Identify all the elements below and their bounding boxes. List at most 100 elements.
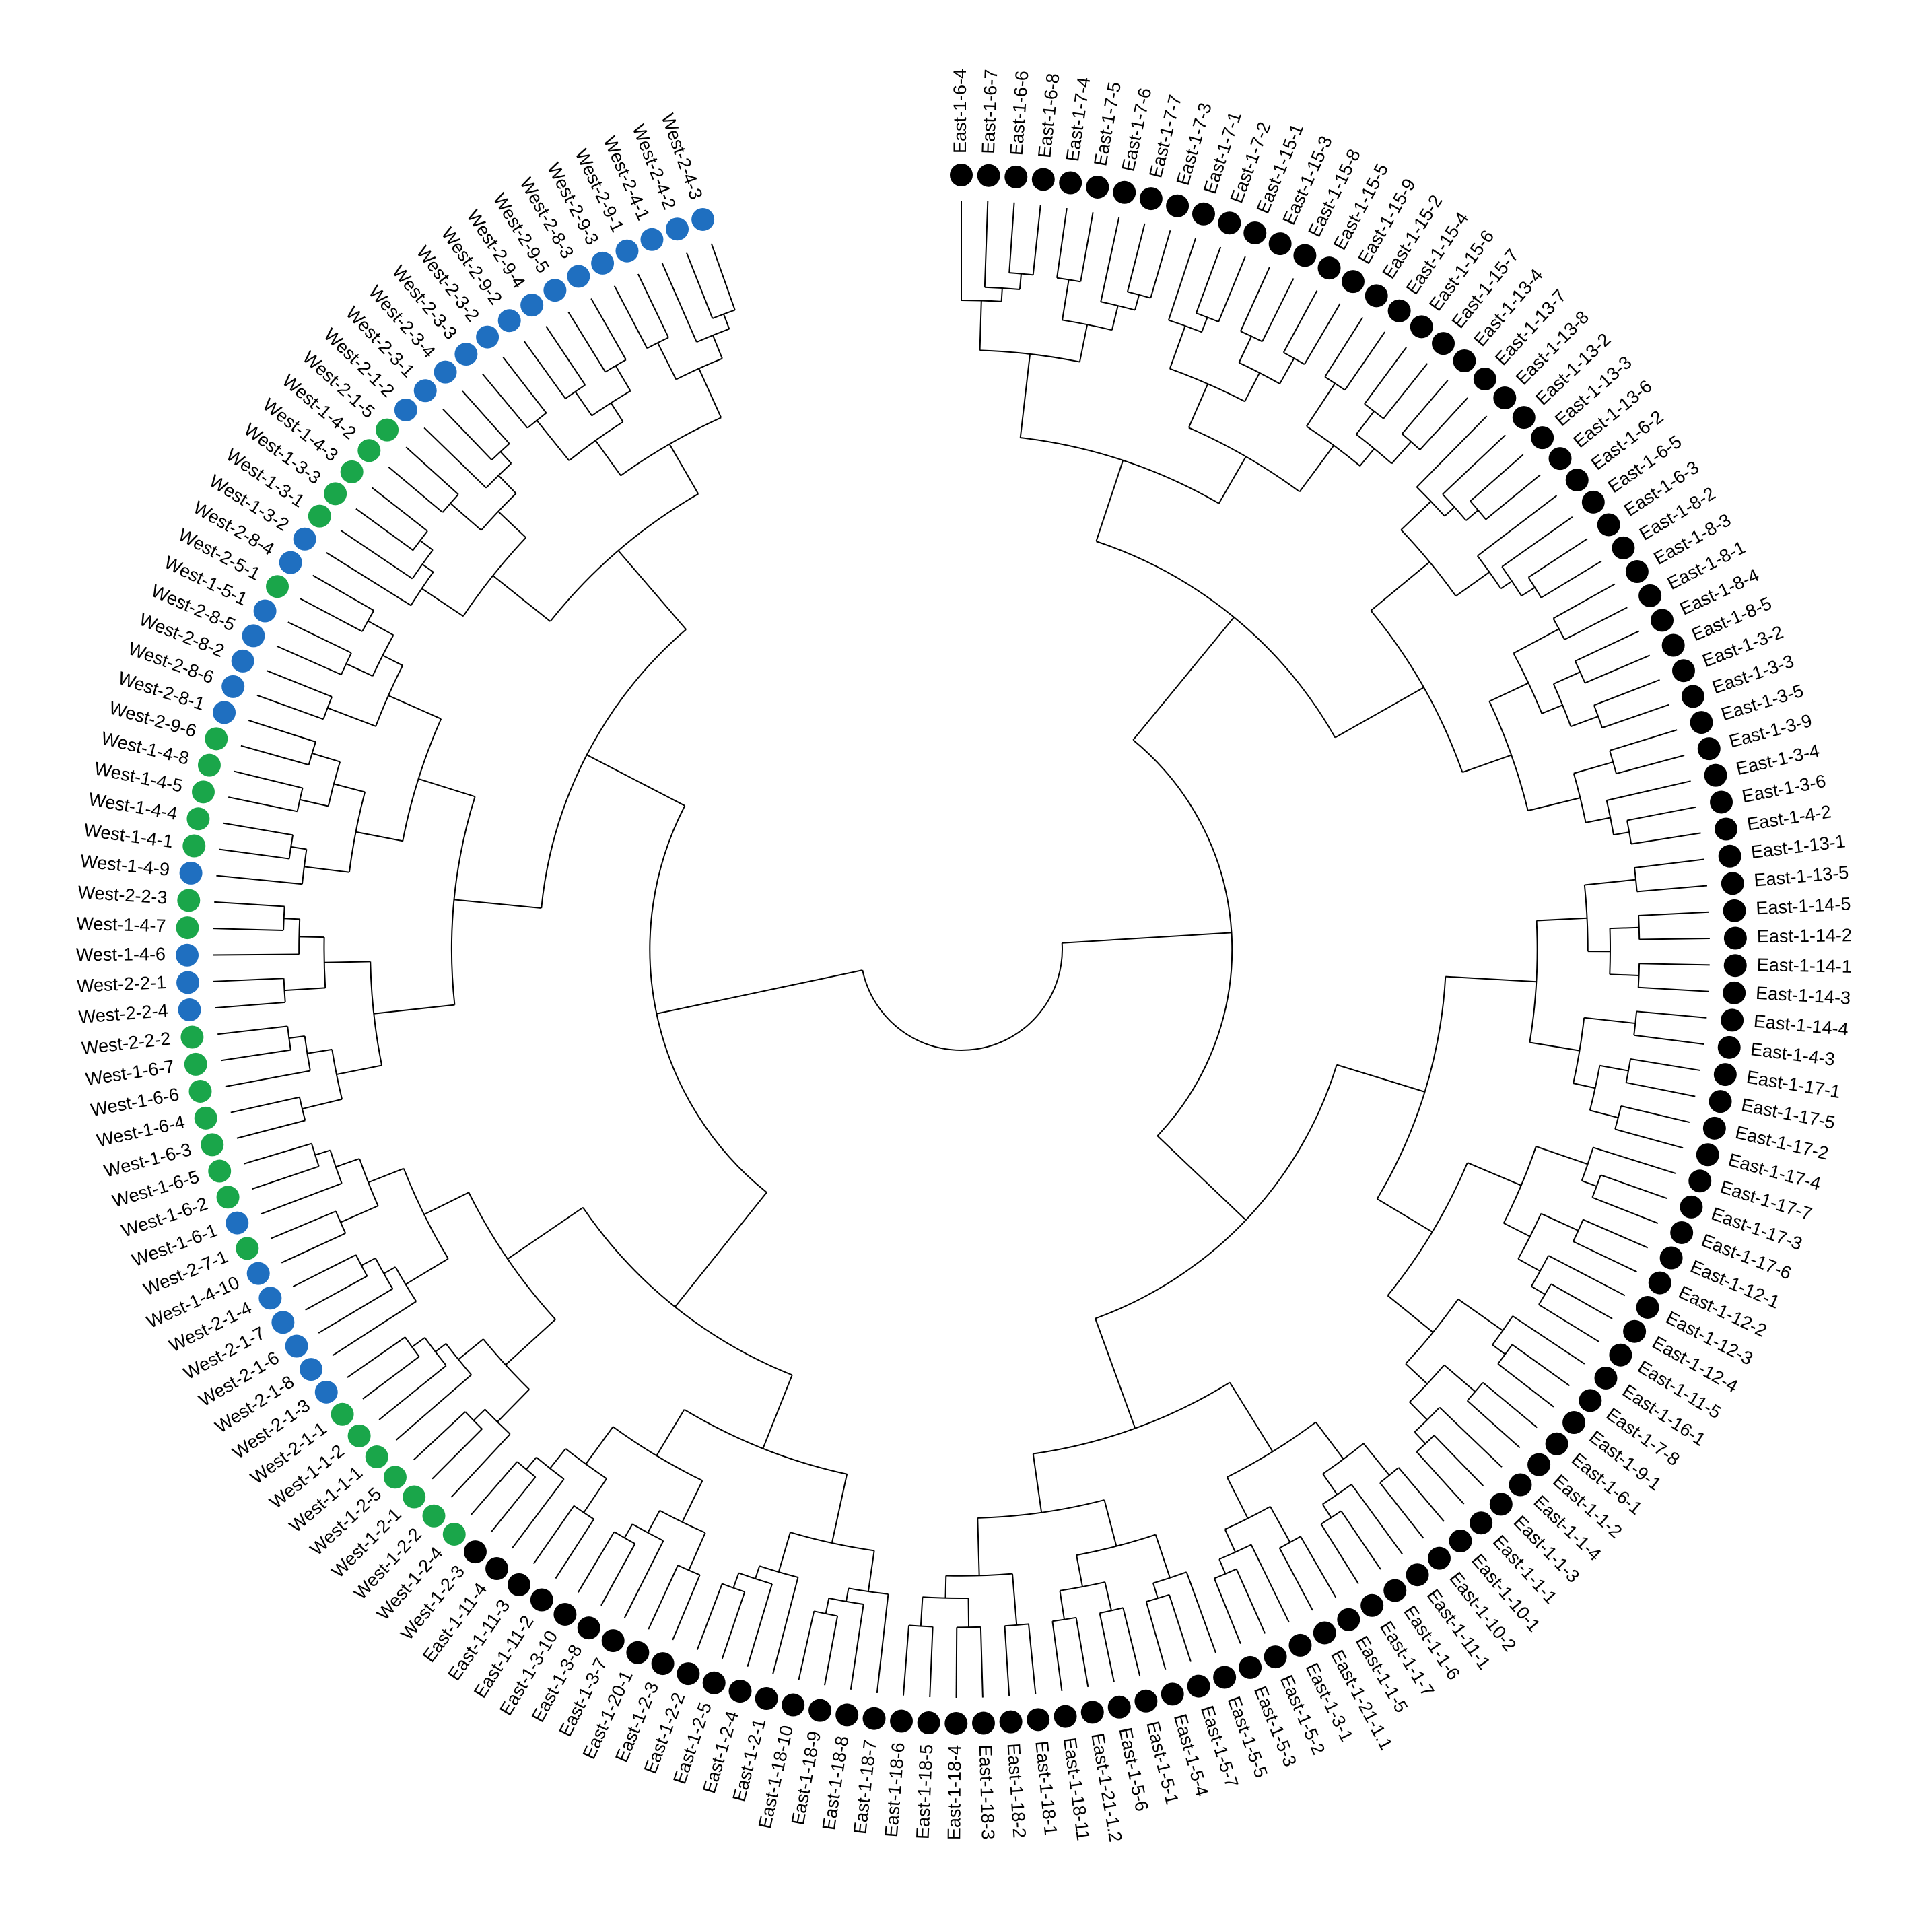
branch	[1132, 739, 1233, 1136]
leaf-marker	[520, 294, 544, 317]
branch	[1111, 305, 1119, 331]
branch	[1573, 761, 1614, 774]
branch	[291, 846, 307, 850]
leaf-marker	[253, 599, 277, 623]
branch	[1416, 486, 1445, 517]
branch	[526, 412, 547, 429]
leaf-marker	[205, 727, 228, 751]
leaf-marker	[497, 309, 521, 333]
leaf-marker	[1581, 490, 1605, 514]
branch	[615, 365, 631, 392]
branch	[656, 1409, 685, 1456]
branch	[1445, 975, 1537, 983]
branch	[1075, 1617, 1089, 1688]
leaf-marker	[242, 624, 265, 648]
leaf-marker	[403, 1485, 426, 1509]
leaf-label: East-1-3-6	[1740, 771, 1827, 807]
leaf-marker	[300, 1358, 323, 1381]
branch	[219, 848, 289, 860]
branch	[1517, 1258, 1541, 1272]
branch	[372, 634, 394, 677]
leaf-marker	[376, 418, 399, 442]
branch	[1529, 1041, 1580, 1052]
branch	[623, 1540, 664, 1618]
leaf-marker	[1713, 1063, 1737, 1087]
leaf-marker	[977, 164, 1000, 187]
branch	[1497, 1363, 1554, 1408]
branch	[1416, 1435, 1435, 1453]
branch	[623, 1523, 633, 1538]
branch	[648, 1565, 679, 1630]
branch	[1019, 273, 1022, 290]
branch	[1573, 1083, 1595, 1089]
branch	[1213, 1578, 1241, 1645]
branch	[1511, 1344, 1571, 1387]
branch	[322, 696, 333, 720]
branch	[1355, 411, 1375, 435]
leaf-label: East-1-14-1	[1756, 955, 1852, 977]
branch	[1527, 797, 1581, 812]
leaf-marker	[231, 649, 254, 673]
branch	[312, 574, 374, 611]
leaf-marker	[1565, 469, 1589, 492]
branch	[221, 1049, 291, 1062]
branch	[1145, 1601, 1167, 1670]
branch	[1584, 1017, 1636, 1025]
leaf-marker	[1341, 270, 1365, 294]
branch	[1419, 397, 1468, 450]
leaf-marker	[1387, 299, 1411, 322]
leaf-label: East-1-6-7	[978, 69, 1001, 154]
branch	[524, 341, 566, 399]
branch	[458, 1338, 484, 1361]
branch	[1592, 1196, 1659, 1224]
branch	[281, 1232, 346, 1264]
branch	[755, 1565, 761, 1579]
branch	[1250, 1544, 1290, 1623]
branch	[388, 695, 442, 720]
leaf-marker	[971, 1711, 995, 1735]
branch	[1538, 1304, 1599, 1342]
leaf-label: East-1-14-4	[1753, 1011, 1849, 1040]
branch	[283, 918, 300, 920]
branch	[876, 1593, 889, 1694]
leaf-marker	[246, 1262, 270, 1285]
branch	[248, 720, 316, 743]
branch	[600, 1543, 636, 1606]
branch	[1052, 1616, 1076, 1622]
branch	[1553, 671, 1581, 685]
leaf-label: East-1-18-2	[1004, 1742, 1030, 1839]
leaf-marker	[413, 379, 437, 403]
branch	[1492, 1344, 1506, 1355]
branch	[332, 1301, 417, 1357]
branch	[1485, 474, 1541, 520]
leaf-marker	[640, 228, 664, 251]
leaf-label: West-1-4-9	[79, 851, 170, 880]
branch	[568, 421, 624, 461]
leaf-marker	[755, 1687, 778, 1711]
branch	[1593, 679, 1660, 706]
leaf-label: East-1-18-6	[881, 1742, 909, 1838]
branch	[298, 919, 301, 955]
leaf-marker	[236, 1237, 259, 1260]
branch	[326, 552, 411, 607]
leaf-marker	[1648, 1271, 1671, 1295]
leaf-marker	[293, 527, 316, 551]
branch	[288, 835, 294, 859]
branch	[1639, 963, 1710, 966]
branch	[862, 942, 1064, 1051]
leaf-label: East-1-17-1	[1745, 1067, 1842, 1102]
branch	[1552, 618, 1566, 640]
branch	[256, 694, 324, 720]
branch	[647, 1510, 660, 1534]
branch	[512, 1478, 565, 1549]
branch	[1168, 1594, 1192, 1662]
leaf-marker	[347, 1424, 371, 1447]
leaf-label: East-1-18-7	[850, 1739, 881, 1836]
branch	[1080, 212, 1094, 282]
branch	[394, 1266, 417, 1302]
branch	[567, 311, 607, 373]
leaf-label: East-1-18-1	[1031, 1740, 1061, 1836]
leaf-marker	[1623, 1319, 1647, 1343]
branch	[929, 1626, 934, 1698]
branch	[1324, 316, 1364, 378]
